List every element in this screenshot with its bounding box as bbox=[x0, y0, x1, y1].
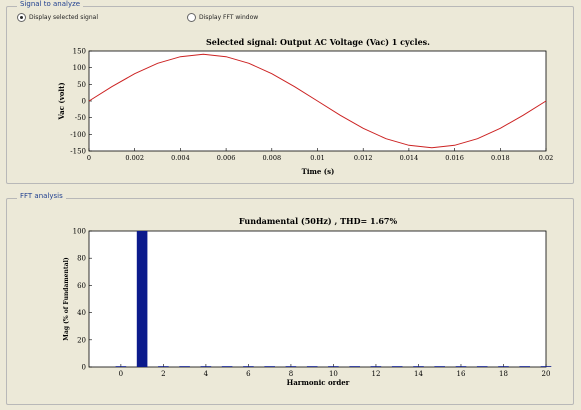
radio-display-selected-signal[interactable]: Display selected signal bbox=[17, 13, 98, 22]
signal-y-tick-label: -150 bbox=[70, 148, 86, 156]
signal-y-tick-label: 100 bbox=[73, 64, 86, 72]
fft-bar bbox=[200, 366, 212, 367]
fft-bar bbox=[115, 366, 127, 367]
fft-bar bbox=[349, 366, 360, 367]
fft-chart-ylabel: Mag (% of Fundamental) bbox=[63, 257, 70, 341]
signal-y-ticks: 150 100 50 0 -50 -100 -150 bbox=[70, 48, 92, 156]
fft-bar bbox=[136, 231, 148, 367]
signal-chart-ylabel: Vac (volt) bbox=[57, 82, 66, 120]
fft-bar bbox=[285, 366, 297, 367]
signal-x-tick-label: 0.008 bbox=[262, 154, 281, 162]
signal-chart-title: Selected signal: Output AC Voltage (Vac)… bbox=[206, 37, 430, 47]
fft-x-ticks: 0 2 4 6 8 10 12 14 16 18 20 bbox=[119, 364, 551, 378]
fft-x-tick-label: 12 bbox=[371, 370, 380, 378]
signal-chart: Selected signal: Output AC Voltage (Vac)… bbox=[57, 37, 553, 176]
fft-bar bbox=[264, 366, 275, 367]
fft-x-tick-label: 6 bbox=[246, 370, 251, 378]
signal-series-line bbox=[88, 53, 547, 149]
signal-x-tick-label: 0.012 bbox=[354, 154, 373, 162]
signal-display-options: Display selected signal Display FFT wind… bbox=[17, 13, 563, 27]
signal-x-tick-label: 0.01 bbox=[310, 154, 324, 162]
fft-bar bbox=[519, 366, 530, 367]
fft-y-tick-label: 40 bbox=[77, 309, 86, 317]
fft-bar bbox=[158, 366, 169, 367]
fft-y-tick-label: 100 bbox=[73, 228, 86, 236]
fft-panel: FFT analysis bbox=[6, 192, 574, 405]
fft-x-tick-label: 16 bbox=[457, 370, 466, 378]
signal-x-tick-label: 0.018 bbox=[491, 154, 510, 162]
fft-y-tick-label: 20 bbox=[77, 336, 86, 344]
fft-x-tick-label: 10 bbox=[329, 370, 338, 378]
fft-chart: Fundamental (50Hz) , THD= 1.67% 10080604… bbox=[63, 216, 552, 387]
signal-x-tick-label: 0.002 bbox=[125, 154, 144, 162]
fft-bar bbox=[391, 366, 403, 367]
fft-y-tick-label: 80 bbox=[77, 255, 86, 263]
fft-bar bbox=[243, 366, 254, 367]
fft-chart-title: Fundamental (50Hz) , THD= 1.67% bbox=[239, 216, 398, 226]
fft-y-ticks: 100 80 60 40 20 0 bbox=[73, 228, 92, 372]
fft-bar bbox=[221, 366, 233, 367]
signal-y-tick-label: 50 bbox=[77, 81, 86, 89]
fft-x-tick-label: 8 bbox=[289, 370, 293, 378]
radio-display-selected-signal-label: Display selected signal bbox=[29, 14, 99, 21]
radio-selected-indicator bbox=[17, 13, 26, 22]
signal-x-tick-label: 0 bbox=[87, 154, 91, 162]
fft-bar bbox=[370, 366, 382, 367]
fft-x-tick-label: 2 bbox=[161, 370, 165, 378]
fft-x-tick-label: 4 bbox=[204, 370, 209, 378]
fft-x-tick-label: 0 bbox=[119, 370, 123, 378]
fft-bar bbox=[306, 366, 318, 367]
radio-unselected-indicator bbox=[187, 13, 196, 22]
fft-plot-area bbox=[88, 230, 547, 368]
fft-bar bbox=[540, 366, 552, 367]
signal-y-tick-label: -100 bbox=[70, 131, 86, 139]
signal-x-tick-label: 0.004 bbox=[171, 154, 190, 162]
fft-bars bbox=[115, 231, 552, 367]
fft-bar bbox=[413, 366, 424, 367]
fft-bar bbox=[328, 366, 339, 367]
signal-panel-legend: Signal to analyze bbox=[17, 0, 84, 8]
fft-chart-xlabel: Harmonic order bbox=[287, 378, 350, 387]
signal-chart-xlabel: Time (s) bbox=[302, 167, 335, 176]
fft-bar bbox=[498, 366, 509, 367]
signal-x-ticks: 0 0.002 0.004 0.006 0.008 0.01 0.012 0.014 0.016… bbox=[87, 148, 553, 162]
fft-y-tick-label: 60 bbox=[77, 282, 86, 290]
fft-bar bbox=[179, 366, 190, 367]
fft-bar bbox=[476, 366, 488, 367]
signal-y-tick-label: -50 bbox=[75, 114, 86, 122]
signal-panel: Signal to analyze Display selected signa… bbox=[6, 0, 574, 184]
signal-y-tick-label: 0 bbox=[82, 98, 86, 106]
fft-panel-legend: FFT analysis bbox=[17, 192, 66, 200]
fft-x-tick-label: 18 bbox=[499, 370, 508, 378]
fft-x-tick-label: 14 bbox=[414, 370, 423, 378]
radio-display-fft-window-label: Display FFT window bbox=[199, 14, 259, 21]
signal-x-tick-label: 0.006 bbox=[217, 154, 236, 162]
signal-x-tick-label: 0.014 bbox=[400, 154, 419, 162]
fft-bar bbox=[455, 366, 467, 367]
signal-y-tick-label: 150 bbox=[73, 48, 86, 56]
signal-x-tick-label: 0.02 bbox=[539, 154, 553, 162]
fft-bar bbox=[434, 366, 445, 367]
signal-x-tick-label: 0.016 bbox=[445, 154, 464, 162]
fft-y-tick-label: 0 bbox=[82, 364, 86, 372]
radio-display-fft-window[interactable]: Display FFT window bbox=[187, 13, 258, 22]
fft-x-tick-label: 20 bbox=[542, 370, 551, 378]
